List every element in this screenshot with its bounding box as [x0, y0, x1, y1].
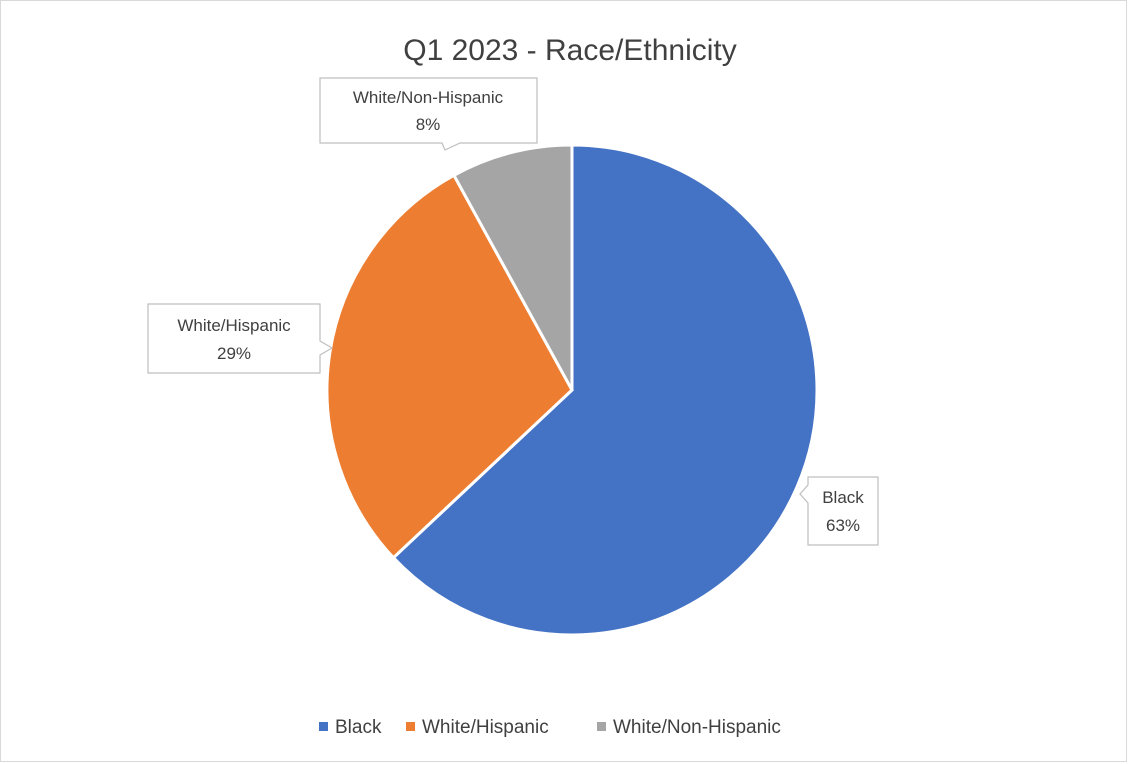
pie-slice-white-hispanic [325, 173, 574, 560]
data-label-white-hispanic-name: White/Hispanic [177, 316, 291, 335]
pie-slice-black [391, 143, 819, 637]
callout-black: Black 63% [799, 476, 879, 546]
legend-swatch-white-hispanic [406, 722, 415, 731]
legend: Black White/Hispanic White/Non-Hispanic [319, 717, 781, 738]
legend-swatch-white-non-hispanic [597, 722, 606, 731]
data-label-black-name: Black [822, 488, 864, 507]
legend-swatch-black [319, 722, 328, 731]
data-label-white-hispanic-value: 29% [217, 344, 251, 363]
data-label-black-value: 63% [826, 516, 860, 535]
chart-title: Q1 2023 - Race/Ethnicity [403, 34, 737, 67]
data-label-white-non-hispanic-name: White/Non-Hispanic [353, 88, 504, 107]
callout-white-non-hispanic: White/Non-Hispanic 8% [319, 77, 538, 151]
pie-slice-white-non-hispanic [451, 143, 574, 391]
pie-slices [325, 143, 819, 637]
callout-white-hispanic: White/Hispanic 29% [147, 303, 334, 374]
data-label-white-non-hispanic-value: 8% [416, 115, 441, 134]
legend-label-white-non-hispanic: White/Non-Hispanic [613, 717, 781, 738]
legend-label-black: Black [335, 717, 382, 738]
legend-label-white-hispanic: White/Hispanic [422, 717, 549, 738]
